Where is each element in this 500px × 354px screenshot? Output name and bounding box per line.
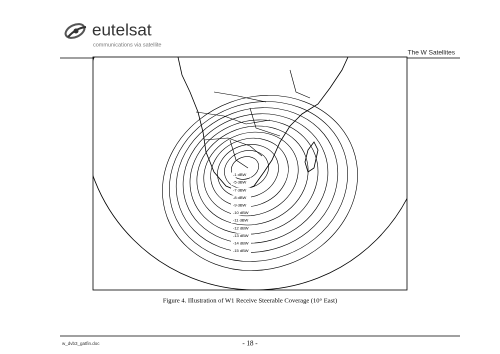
madagascar [304,141,319,173]
footer-filename: w_dvb3_gatfin.doc [62,341,100,346]
contour-label-bg [231,172,251,178]
contour [182,113,329,244]
contour-label: -1 dBW [233,172,247,177]
contour-label-bg [231,240,251,246]
contour-label-bg [231,218,251,224]
logo-mark [64,23,87,39]
contour [210,137,289,208]
contour-label: -9 dBW [233,202,247,207]
logo-tagline: communications via satellite [93,42,161,48]
contour [203,131,299,217]
section-title: The W Satellites [408,50,456,57]
contour [169,101,348,262]
contours [162,95,358,271]
contour [217,144,279,198]
contour-label: -5 dBW [233,180,247,185]
contour-label-bg [231,202,251,208]
logo-name: eutelsat [92,20,152,39]
contour [162,95,358,271]
contour-label: -7 dBW [233,187,247,192]
contour [175,107,339,253]
contour [189,119,319,235]
contour-label: -15 dBW [233,248,249,253]
contour [224,150,269,189]
contour-label-bg [231,233,251,239]
contour [196,125,309,226]
contour-label-bg [231,225,251,231]
contour-label-bg [231,180,251,186]
contour-label: -11 dBW [233,218,248,223]
map [93,57,407,290]
contour-label: -12 dBW [233,225,249,230]
figure-caption: Figure 4. Illustration of W1 Receive Ste… [163,297,337,304]
contour-label: -8 dBW [233,195,247,200]
contour-label: -14 dBW [233,240,249,245]
contour-label: -13 dBW [233,233,249,238]
contour-label-bg [231,210,251,216]
contour-label-bg [231,248,251,254]
contour-label: -10 dBW [233,210,249,215]
contour-label-bg [231,187,251,193]
borders [195,69,311,169]
page-number: - 18 - [242,340,258,348]
contour-label-bg [231,195,251,201]
